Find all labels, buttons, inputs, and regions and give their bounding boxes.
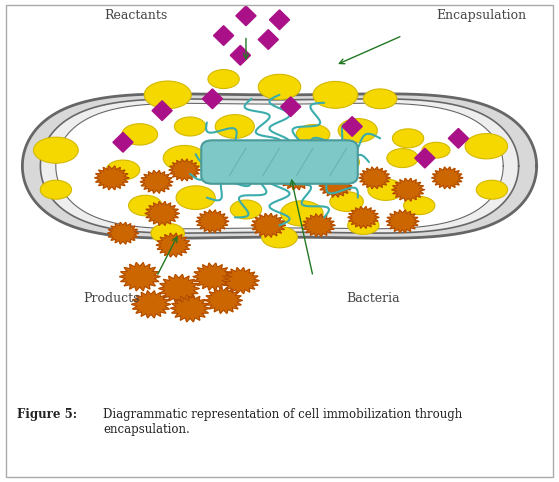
Polygon shape: [169, 159, 200, 181]
Polygon shape: [258, 30, 278, 49]
Ellipse shape: [151, 223, 184, 243]
Polygon shape: [279, 166, 314, 190]
Polygon shape: [145, 201, 179, 226]
Ellipse shape: [34, 137, 78, 163]
Polygon shape: [156, 233, 191, 257]
Ellipse shape: [392, 129, 424, 148]
Text: Bacteria: Bacteria: [347, 293, 400, 306]
FancyBboxPatch shape: [201, 140, 358, 184]
Ellipse shape: [176, 186, 215, 210]
Ellipse shape: [368, 179, 404, 201]
Ellipse shape: [40, 180, 72, 199]
Polygon shape: [221, 268, 259, 294]
Polygon shape: [359, 167, 390, 189]
Polygon shape: [269, 10, 290, 30]
Polygon shape: [94, 166, 129, 190]
Polygon shape: [415, 148, 435, 168]
Ellipse shape: [313, 81, 358, 108]
Polygon shape: [22, 94, 537, 238]
Polygon shape: [120, 263, 160, 291]
Polygon shape: [56, 103, 503, 229]
Ellipse shape: [404, 197, 435, 214]
Ellipse shape: [163, 146, 206, 171]
Polygon shape: [159, 274, 199, 303]
Text: Encapsulation: Encapsulation: [436, 9, 526, 22]
Polygon shape: [196, 210, 229, 233]
Ellipse shape: [323, 151, 359, 173]
Ellipse shape: [122, 124, 158, 145]
Ellipse shape: [476, 180, 508, 199]
Ellipse shape: [144, 81, 191, 109]
Polygon shape: [40, 99, 519, 233]
Polygon shape: [448, 128, 468, 148]
Polygon shape: [170, 295, 210, 322]
Ellipse shape: [262, 227, 297, 248]
Polygon shape: [432, 167, 463, 189]
Ellipse shape: [230, 200, 262, 219]
Ellipse shape: [465, 134, 508, 159]
Polygon shape: [392, 178, 424, 201]
Ellipse shape: [129, 195, 162, 216]
Text: Products: Products: [83, 293, 140, 306]
Polygon shape: [205, 287, 243, 313]
Text: Figure 5:: Figure 5:: [17, 408, 77, 421]
Ellipse shape: [296, 124, 330, 144]
Ellipse shape: [226, 146, 254, 163]
Polygon shape: [386, 210, 419, 233]
Polygon shape: [281, 97, 301, 117]
Text: Diagrammatic representation of cell immobilization through
encapsulation.: Diagrammatic representation of cell immo…: [103, 408, 463, 436]
Polygon shape: [342, 117, 362, 136]
Polygon shape: [131, 291, 170, 318]
Polygon shape: [140, 170, 173, 193]
Ellipse shape: [348, 216, 379, 234]
Polygon shape: [152, 101, 172, 120]
Ellipse shape: [387, 148, 418, 168]
Polygon shape: [113, 133, 133, 152]
Polygon shape: [202, 89, 222, 109]
Polygon shape: [193, 263, 232, 290]
Polygon shape: [302, 214, 335, 237]
Ellipse shape: [174, 117, 206, 136]
Polygon shape: [214, 26, 234, 45]
Polygon shape: [107, 222, 139, 244]
Polygon shape: [348, 206, 379, 228]
Ellipse shape: [215, 115, 254, 138]
Ellipse shape: [106, 160, 140, 180]
Polygon shape: [319, 174, 352, 197]
Ellipse shape: [422, 142, 450, 158]
Polygon shape: [251, 214, 286, 237]
Ellipse shape: [281, 201, 323, 226]
Polygon shape: [236, 6, 256, 26]
Ellipse shape: [258, 74, 301, 100]
Ellipse shape: [338, 119, 377, 142]
Ellipse shape: [363, 89, 397, 109]
Ellipse shape: [208, 69, 239, 89]
Text: Reactants: Reactants: [105, 9, 168, 22]
Polygon shape: [230, 45, 250, 65]
Ellipse shape: [330, 192, 363, 212]
